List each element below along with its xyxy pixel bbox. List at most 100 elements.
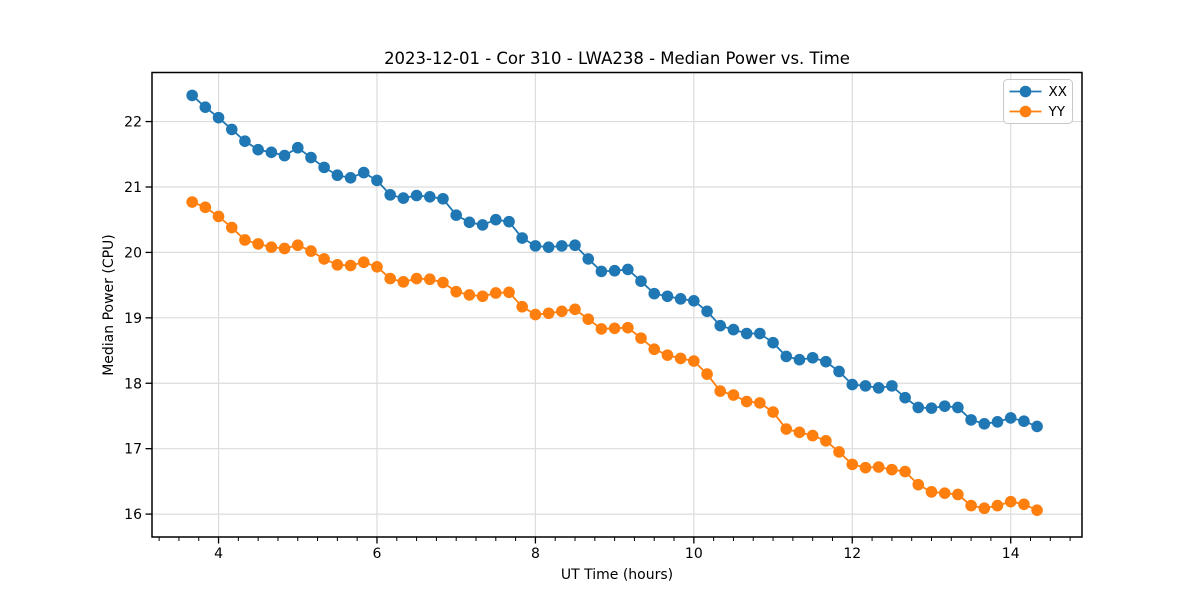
series-YY-point (384, 272, 397, 285)
series-YY-point (331, 259, 344, 271)
legend-swatch-marker (1019, 105, 1032, 118)
series-XX-point (424, 191, 436, 203)
legend-label-XX: XX (1049, 84, 1068, 100)
series-YY-point (648, 343, 661, 356)
series-YY-point (397, 276, 410, 288)
series-XX-point (542, 241, 555, 253)
series-XX-point (397, 192, 410, 204)
series-YY-point (622, 321, 634, 334)
series-XX-point (727, 323, 740, 336)
series-YY-point (371, 261, 383, 273)
series-YY-point (938, 487, 951, 499)
series-XX-point (925, 402, 938, 414)
series-YY-point (688, 355, 700, 367)
series-XX-point (674, 293, 687, 305)
series-XX-point (754, 327, 766, 340)
series-YY-point (661, 349, 674, 361)
series-XX-point (186, 89, 198, 102)
legend: XX YY (1003, 79, 1073, 124)
series-YY-point (978, 502, 991, 515)
series-YY-point (635, 332, 647, 344)
series-XX-point (582, 253, 595, 265)
series-YY-point (608, 322, 621, 335)
series-XX-point (318, 161, 330, 174)
series-YY-point (595, 323, 608, 335)
series-XX-point (516, 232, 528, 244)
series-XX-point (859, 380, 872, 392)
series-YY-point (806, 429, 819, 442)
series-XX-point (265, 146, 278, 159)
series-YY-point (899, 465, 911, 478)
series-YY-point (265, 241, 278, 253)
series-XX-point (661, 290, 674, 303)
series-YY-point (991, 499, 1004, 512)
series-XX-point (952, 401, 964, 414)
y-tick-label: 20 (124, 245, 142, 261)
series-YY-point (318, 253, 330, 265)
series-XX-point (740, 327, 753, 340)
series-XX-point (635, 275, 647, 287)
series-XX-point (305, 151, 317, 164)
series-YY-point (489, 287, 502, 299)
x-tick-label: 10 (685, 546, 703, 562)
series-XX-point (608, 264, 621, 277)
series-YY-point (1004, 495, 1017, 508)
series-XX-point (622, 263, 634, 276)
series-XX-point (555, 240, 568, 252)
series-YY-point (450, 285, 462, 298)
series-YY-point (727, 389, 740, 401)
series-YY-point (1031, 504, 1043, 516)
series-XX-point (239, 135, 251, 147)
series-YY-point (833, 446, 845, 458)
series-YY-point (965, 499, 977, 512)
series-XX-point (648, 287, 661, 300)
series-YY-point (542, 307, 555, 320)
series-YY-point (859, 461, 872, 474)
series-YY-point (516, 300, 528, 313)
series-YY-line (191, 201, 1038, 511)
series-YY-point (503, 286, 515, 299)
series-XX-point (331, 169, 344, 182)
legend-swatch-marker (1019, 85, 1032, 98)
series-XX-point (793, 353, 806, 366)
series-YY-point (424, 273, 436, 286)
series-YY-point (437, 276, 449, 289)
series-YY-point (529, 308, 542, 321)
series-XX-point (410, 189, 423, 202)
grid-layer (152, 72, 1082, 537)
series-XX-point (833, 365, 845, 378)
series-XX-point (371, 174, 383, 187)
series-XX-point (872, 382, 885, 394)
series-XX-point (714, 319, 727, 332)
series-XX-point (344, 172, 357, 184)
series-YY-point (793, 426, 806, 439)
series-YY-point (780, 423, 793, 435)
series-YY-point (674, 352, 687, 365)
series-YY-point (925, 486, 938, 498)
chart-title: 2023-12-01 - Cor 310 - LWA238 - Median P… (384, 49, 850, 68)
series-XX-point (701, 305, 713, 318)
x-tick-label: 4 (214, 546, 223, 562)
series-YY-point (291, 239, 304, 252)
series-YY-point (463, 289, 476, 301)
series-XX-point (291, 141, 304, 154)
series-XX-point (212, 111, 225, 124)
series-XX-point (846, 378, 859, 391)
series-XX-point (899, 391, 911, 404)
series-XX-point (503, 215, 515, 228)
series-YY-point (305, 245, 317, 257)
series-XX-point (978, 418, 991, 430)
y-axis-label: Median Power (CPU) (101, 234, 117, 376)
x-tick-label: 8 (531, 546, 540, 562)
series-XX-point (965, 414, 977, 426)
series-XX-point (938, 400, 951, 412)
series-YY-point (410, 272, 423, 285)
series-YY-point (714, 385, 727, 397)
x-tick-label: 14 (1002, 546, 1020, 562)
series-YY-point (569, 303, 581, 316)
series-YY-point (344, 259, 357, 272)
series-YY-point (952, 488, 964, 501)
series-XX-point (252, 143, 264, 156)
